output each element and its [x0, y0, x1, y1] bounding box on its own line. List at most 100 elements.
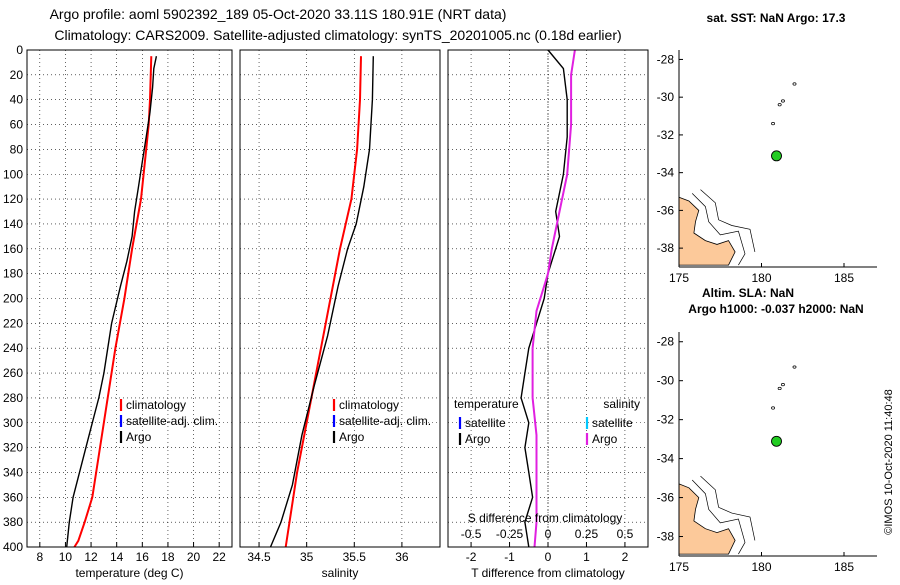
diff-legend-title-right: salinity — [603, 397, 640, 411]
map_sst-island — [777, 103, 782, 107]
map_sla-ytick-label: -38 — [657, 530, 675, 544]
map-sst-title: sat. SST: NaN Argo: 17.3 — [707, 11, 846, 25]
difference-xtick-label: 0 — [545, 550, 552, 564]
map_sla-island — [781, 383, 785, 387]
temperature-legend-label: satellite-adj. clim. — [126, 414, 218, 428]
difference-s-tick-label: 0.25 — [575, 527, 599, 541]
map_sla-land — [678, 483, 736, 555]
difference-series-t-argo — [520, 49, 568, 548]
temperature-xtick-label: 8 — [36, 550, 43, 564]
temperature-panel: 8 10 12 14 16 18 20 22 temperature (deg C) 0 20 40 6… — [3, 43, 233, 580]
salinity-xlabel: salinity — [322, 566, 359, 580]
temperature-frame — [26, 49, 233, 548]
depth-tick-label: 80 — [10, 142, 24, 156]
difference-series-s-argo — [531, 49, 576, 548]
imos-stamp: ©IMOS 10-Oct-2020 11:40:48 — [883, 389, 895, 534]
map_sla-ytick-label: -36 — [657, 491, 675, 505]
salinity-series-argo — [269, 56, 374, 548]
depth-tick-label: 360 — [3, 490, 23, 504]
diff-legend-label-left: Argo — [465, 432, 491, 446]
map_sst-xtick-label: 180 — [751, 271, 771, 285]
depth-tick-label: 380 — [3, 515, 23, 529]
diff-legend-label-right: Argo — [592, 432, 618, 446]
difference-xtick-label: -2 — [466, 550, 477, 564]
salinity-xtick-label: 35 — [300, 550, 314, 564]
map_sst-panel: 175 180 185 -28 -30 -32 -34 -36 -38 — [657, 50, 877, 285]
difference-xlabel: T difference from climatology — [471, 566, 625, 580]
map_sst-xtick-label: 175 — [669, 271, 689, 285]
temperature-xtick-label: 12 — [84, 550, 98, 564]
diff-legend-title-left: temperature — [454, 397, 519, 411]
map_sst-island — [792, 82, 797, 86]
map_sst-ytick-label: -28 — [657, 52, 675, 66]
map_sla-xtick-label: 175 — [669, 560, 689, 574]
temperature-xtick-label: 22 — [213, 550, 227, 564]
map_sst-land — [678, 196, 736, 266]
depth-tick-label: 340 — [3, 465, 23, 479]
map_sla-panel: 175 180 185 -28 -30 -32 -34 -36 -38 — [657, 332, 877, 574]
depth-tick-label: 220 — [3, 316, 23, 330]
salinity-legend-label: climatology — [339, 398, 399, 412]
depth-tick-label: 100 — [3, 167, 23, 181]
depth-tick-label: 140 — [3, 217, 23, 231]
depth-tick-label: 300 — [3, 416, 23, 430]
depth-tick-label: 120 — [3, 192, 23, 206]
difference-top-label: S difference from climatology — [468, 511, 623, 525]
depth-tick-label: 400 — [3, 540, 23, 554]
map_sst-island — [781, 99, 785, 103]
map_sst-ytick-label: -30 — [657, 90, 675, 104]
map-sla-title: Altim. SLA: NaN — [702, 286, 794, 300]
map_sst-island — [771, 122, 776, 126]
temperature-series-climatology — [73, 56, 153, 548]
salinity-xtick-label: 36 — [395, 550, 409, 564]
map_sla-island — [777, 386, 782, 391]
diff-legend-label-left: satellite — [465, 416, 506, 430]
map-sla-subtitle: Argo h1000: -0.037 h2000: NaN — [688, 302, 863, 316]
temperature-series-argo — [66, 56, 158, 548]
map_sla-bathymetry-contour — [691, 479, 746, 555]
map_sla-xtick-label: 180 — [751, 560, 771, 574]
temperature-xtick-label: 10 — [59, 550, 73, 564]
map_sla-ytick-label: -34 — [657, 452, 675, 466]
depth-tick-label: 280 — [3, 391, 23, 405]
salinity-panel: 34.5 35 35.5 36 salinity climatology satellite… — [239, 49, 441, 580]
difference-s-tick-label: -0.25 — [496, 527, 524, 541]
depth-tick-label: 320 — [3, 441, 23, 455]
depth-tick-label: 240 — [3, 341, 23, 355]
map_sla-ytick-label: -28 — [657, 335, 675, 349]
depth-tick-label: 60 — [10, 118, 24, 132]
salinity-xtick-label: 35.5 — [343, 550, 367, 564]
difference-s-tick-label: 0 — [545, 527, 552, 541]
depth-tick-label: 160 — [3, 242, 23, 256]
salinity-xtick-label: 34.5 — [247, 550, 271, 564]
map_sst-bathymetry-contour — [691, 193, 746, 266]
map_sst-ytick-label: -38 — [657, 241, 675, 255]
depth-tick-label: 0 — [16, 43, 23, 57]
map_sst-ytick-label: -36 — [657, 203, 675, 217]
difference-xtick-label: 2 — [622, 550, 629, 564]
map_sst-xtick-label: 185 — [834, 271, 854, 285]
title-line-1: Argo profile: aoml 5902392_189 05-Oct-20… — [50, 6, 507, 22]
map_sla-bathymetry-contour — [700, 475, 756, 541]
difference-s-tick-label: 0.5 — [617, 527, 634, 541]
diff-legend-label-right: satellite — [592, 416, 633, 430]
depth-tick-label: 260 — [3, 366, 23, 380]
depth-tick-label: 20 — [10, 68, 24, 82]
temperature-xtick-label: 18 — [161, 550, 175, 564]
temperature-xtick-label: 14 — [110, 550, 124, 564]
temperature-legend-label: climatology — [126, 398, 186, 412]
map_sla-ytick-label: -30 — [657, 374, 675, 388]
depth-tick-label: 40 — [10, 93, 24, 107]
map_sla-xtick-label: 185 — [834, 560, 854, 574]
map_sst-bathymetry-contour — [700, 189, 756, 252]
map_sst-ytick-label: -34 — [657, 166, 675, 180]
difference-xtick-label: 1 — [583, 550, 590, 564]
difference-xtick-label: -1 — [504, 550, 515, 564]
map_sla-argo-position — [771, 435, 782, 447]
map_sla-island — [771, 406, 776, 410]
map_sst-ytick-label: -32 — [657, 128, 675, 142]
salinity-legend-label: satellite-adj. clim. — [339, 414, 431, 428]
temperature-xtick-label: 16 — [136, 550, 150, 564]
